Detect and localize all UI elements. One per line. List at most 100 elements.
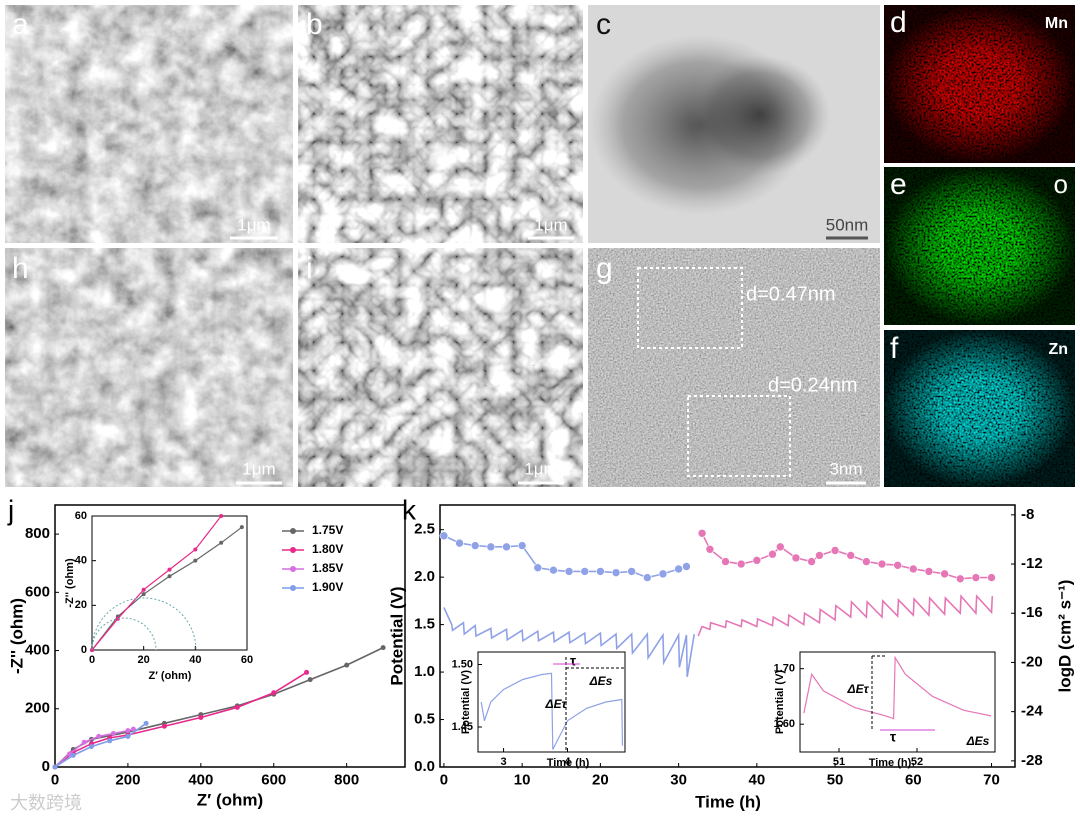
data-point bbox=[143, 720, 149, 726]
annotation: τ bbox=[570, 653, 577, 669]
y-axis-label: Potential (V) bbox=[387, 586, 406, 685]
y2-tick-label: -16 bbox=[1021, 604, 1043, 621]
data-point bbox=[736, 559, 746, 569]
annotation: τ bbox=[890, 729, 897, 745]
y-tick-label: 1.45 bbox=[452, 721, 473, 733]
scale-bar-label: 1μm bbox=[237, 215, 270, 234]
scale-bar-label: 50nm bbox=[826, 215, 869, 234]
data-point bbox=[768, 549, 777, 559]
map-mask bbox=[884, 167, 1075, 325]
y-tick-label: 0.5 bbox=[414, 711, 435, 728]
data-point bbox=[486, 542, 496, 552]
data-point bbox=[141, 592, 146, 597]
data-point bbox=[830, 546, 840, 555]
element-label: o bbox=[1054, 169, 1068, 199]
x-tick-label: 0 bbox=[440, 771, 448, 788]
y-tick-label: 0.0 bbox=[414, 758, 435, 775]
y-tick-label: 200 bbox=[25, 700, 50, 717]
data-point bbox=[658, 569, 668, 579]
panel-label: g bbox=[596, 252, 613, 285]
d-spacing: d=0.47nm bbox=[746, 283, 836, 305]
sem-image bbox=[298, 248, 583, 487]
x-tick-label: 40 bbox=[748, 771, 765, 788]
data-point bbox=[219, 540, 224, 545]
y-tick-label: 800 bbox=[25, 525, 50, 542]
panel-label: a bbox=[12, 8, 29, 41]
legend-marker bbox=[290, 547, 296, 553]
data-point bbox=[846, 551, 856, 560]
annotation: ΔEs bbox=[966, 734, 990, 748]
data-point bbox=[940, 569, 949, 579]
data-point bbox=[815, 551, 824, 560]
legend-label: 1.80V bbox=[312, 542, 343, 556]
data-point bbox=[70, 752, 76, 758]
annotation: ΔEτ bbox=[545, 697, 568, 711]
data-point bbox=[130, 726, 136, 732]
roi-box bbox=[637, 267, 743, 349]
x-tick-label: 0 bbox=[89, 654, 95, 666]
x-tick-label: 51 bbox=[833, 756, 845, 768]
x-axis-label: Time (h) bbox=[547, 757, 590, 769]
data-point bbox=[752, 556, 762, 565]
data-point bbox=[271, 690, 277, 696]
y-tick-label: 2.0 bbox=[414, 568, 435, 585]
x-tick-label: 3 bbox=[501, 756, 507, 768]
legend-label: 1.75V bbox=[312, 523, 343, 537]
panel-label: i bbox=[306, 252, 313, 285]
data-point bbox=[971, 573, 981, 582]
roi-box bbox=[687, 395, 791, 477]
hrtem-image bbox=[588, 248, 880, 487]
data-point bbox=[627, 567, 636, 576]
y2-tick-label: -28 bbox=[1021, 752, 1043, 769]
map-mask bbox=[884, 5, 1075, 163]
series-line bbox=[54, 722, 147, 768]
data-point bbox=[167, 574, 172, 579]
data-point bbox=[81, 739, 87, 745]
element-label: Zn bbox=[1048, 341, 1068, 358]
x-tick-label: 600 bbox=[261, 771, 286, 788]
y-tick-label: 400 bbox=[25, 642, 50, 659]
sem-image bbox=[5, 5, 293, 243]
data-point bbox=[807, 557, 816, 566]
tem-sheet bbox=[690, 55, 830, 175]
data-point bbox=[517, 541, 527, 550]
data-point bbox=[193, 547, 198, 552]
watermark: 大数跨境 bbox=[10, 793, 82, 813]
data-point bbox=[470, 541, 480, 550]
map-mask bbox=[884, 330, 1075, 487]
x-tick-label: 50 bbox=[827, 771, 844, 788]
data-point bbox=[674, 564, 683, 574]
x-axis-label: Time (h) bbox=[695, 792, 761, 811]
legend-marker bbox=[290, 528, 296, 534]
data-point bbox=[219, 514, 224, 518]
data-point bbox=[125, 733, 131, 739]
scale-bar-label: 1μm bbox=[534, 215, 567, 234]
x-axis-label: Z′ (ohm) bbox=[197, 790, 263, 809]
data-point bbox=[380, 645, 386, 651]
legend-marker bbox=[290, 585, 296, 591]
x-tick-label: 200 bbox=[115, 771, 140, 788]
data-point bbox=[304, 669, 310, 675]
y2-tick-label: -8 bbox=[1021, 506, 1034, 523]
x-tick-label: 60 bbox=[241, 654, 253, 666]
y-tick-label: 1.50 bbox=[452, 658, 473, 670]
panel-f: f Zn bbox=[884, 330, 1075, 487]
data-point bbox=[987, 573, 996, 582]
panel-h: h 1μm bbox=[5, 248, 293, 487]
annotation-guide bbox=[91, 597, 197, 651]
data-point bbox=[533, 563, 543, 573]
data-point bbox=[110, 731, 116, 737]
scale-bar-label: 3nm bbox=[829, 459, 862, 478]
data-point bbox=[611, 568, 621, 577]
sem-image bbox=[298, 5, 583, 243]
y-tick-label: 20 bbox=[75, 599, 87, 611]
data-point bbox=[908, 564, 918, 574]
y-tick-label: 1.5 bbox=[414, 616, 435, 633]
data-point bbox=[862, 557, 871, 566]
data-point bbox=[439, 531, 449, 541]
x-tick-label: 52 bbox=[911, 756, 923, 768]
data-point bbox=[96, 733, 102, 739]
x-tick-label: 70 bbox=[983, 771, 1000, 788]
y-tick-label: 1.70 bbox=[774, 663, 795, 675]
panel-g: g d=0.47nm d=0.24nm 3nm bbox=[588, 248, 880, 487]
